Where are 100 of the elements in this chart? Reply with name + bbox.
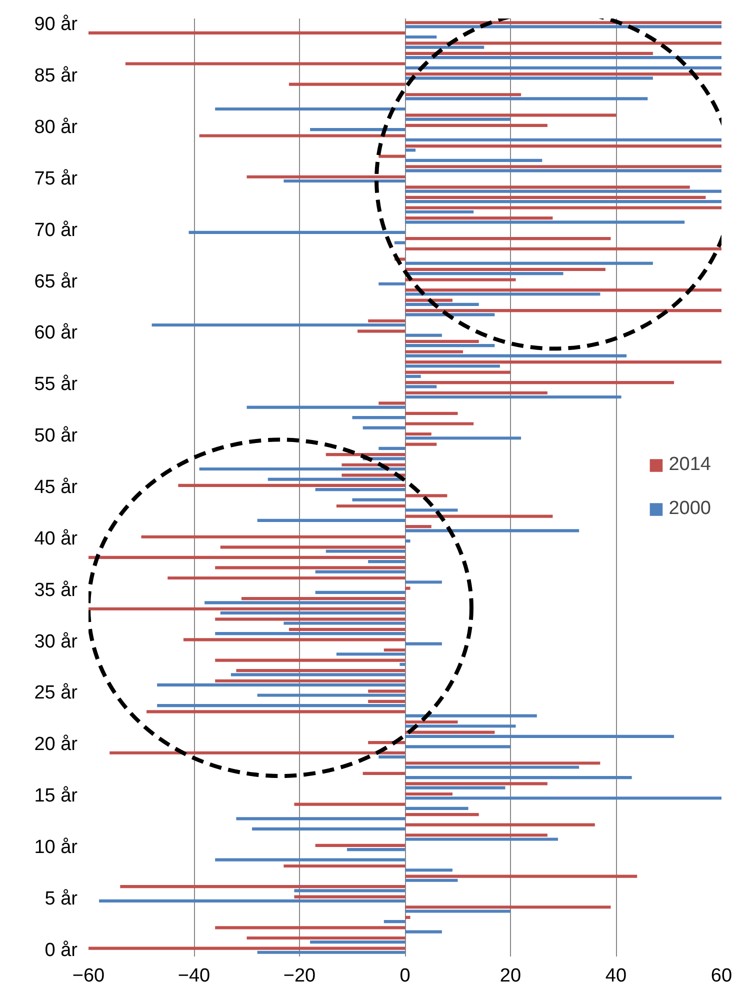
bar (152, 323, 405, 327)
bar (257, 950, 405, 954)
bar (405, 237, 611, 240)
bar (157, 704, 405, 708)
bar (405, 93, 522, 96)
bar (405, 734, 674, 738)
bar (405, 782, 548, 786)
bar (405, 514, 553, 518)
bar (405, 200, 722, 204)
bar (199, 467, 405, 471)
y-tick-label: 10 år (34, 836, 78, 858)
bar (284, 622, 405, 625)
bar (405, 25, 722, 28)
bar (405, 529, 580, 532)
bar (315, 844, 405, 847)
bar (378, 446, 405, 450)
bar (362, 426, 405, 430)
bar (405, 878, 458, 882)
bar (284, 864, 405, 868)
bar (215, 566, 405, 570)
bar (215, 658, 405, 662)
bar (284, 179, 405, 183)
y-tick-label: 5 år (44, 888, 78, 910)
bar (368, 560, 405, 564)
bar (405, 720, 458, 724)
bar (183, 638, 405, 642)
y-tick-label: 80 år (34, 117, 78, 138)
bar (405, 868, 452, 872)
bar (294, 889, 405, 892)
y-tick-label: 45 år (34, 477, 78, 498)
bar (405, 714, 537, 718)
bar (405, 910, 510, 913)
bar (405, 381, 674, 384)
bar (405, 216, 553, 220)
bar (405, 776, 632, 780)
legend-label: 2014 (668, 454, 711, 476)
bar (405, 220, 685, 224)
y-tick-label: 35 år (34, 580, 78, 601)
bar (252, 827, 405, 831)
bar (326, 550, 405, 553)
bar (310, 940, 405, 944)
bar (246, 175, 405, 178)
bar (215, 679, 405, 682)
bar (405, 165, 722, 168)
x-tick-label: 20 (500, 966, 522, 986)
y-tick-label: 90 år (34, 14, 78, 36)
bar (405, 525, 432, 528)
bar (405, 169, 722, 172)
bar (405, 766, 580, 769)
bar (405, 906, 611, 909)
bar (241, 597, 405, 600)
bar (336, 504, 405, 508)
y-tick-label: 75 år (34, 168, 78, 190)
bar (405, 724, 516, 728)
bar (405, 334, 442, 337)
bar (215, 107, 405, 111)
bar (405, 97, 648, 100)
bar (405, 72, 722, 76)
bar (315, 570, 405, 574)
bar (288, 82, 405, 86)
bar (405, 395, 622, 399)
x-tick-label: 40 (605, 966, 627, 986)
bar (405, 642, 442, 646)
x-tick-label: −20 (283, 966, 316, 986)
bar (246, 406, 405, 409)
bar (378, 282, 405, 286)
bar (405, 114, 616, 117)
bar (315, 488, 405, 492)
bar (220, 611, 405, 615)
bar (294, 802, 405, 806)
bar (405, 138, 722, 142)
bar (199, 134, 405, 138)
bar (405, 35, 437, 39)
bar (405, 432, 432, 436)
bar (88, 556, 405, 559)
y-tick-label: 30 år (34, 631, 78, 652)
bar (405, 436, 522, 440)
bar (405, 586, 410, 590)
bar (220, 546, 405, 549)
bar (400, 662, 405, 666)
x-tick-label: −60 (72, 966, 105, 986)
bar (99, 899, 405, 903)
bar (405, 268, 606, 271)
bar (362, 772, 405, 775)
bar (405, 385, 437, 388)
bar (405, 190, 722, 193)
y-tick-label: 40 år (34, 528, 78, 550)
bar (405, 422, 474, 426)
bar (405, 288, 722, 292)
bar (268, 478, 405, 481)
bar (405, 730, 495, 734)
bar (405, 118, 510, 121)
bar (352, 416, 405, 420)
bar (310, 128, 405, 132)
bar (358, 330, 405, 333)
bar (257, 518, 405, 522)
bar (405, 21, 722, 24)
bar (368, 700, 405, 703)
bar (405, 354, 627, 358)
bar (88, 31, 405, 34)
